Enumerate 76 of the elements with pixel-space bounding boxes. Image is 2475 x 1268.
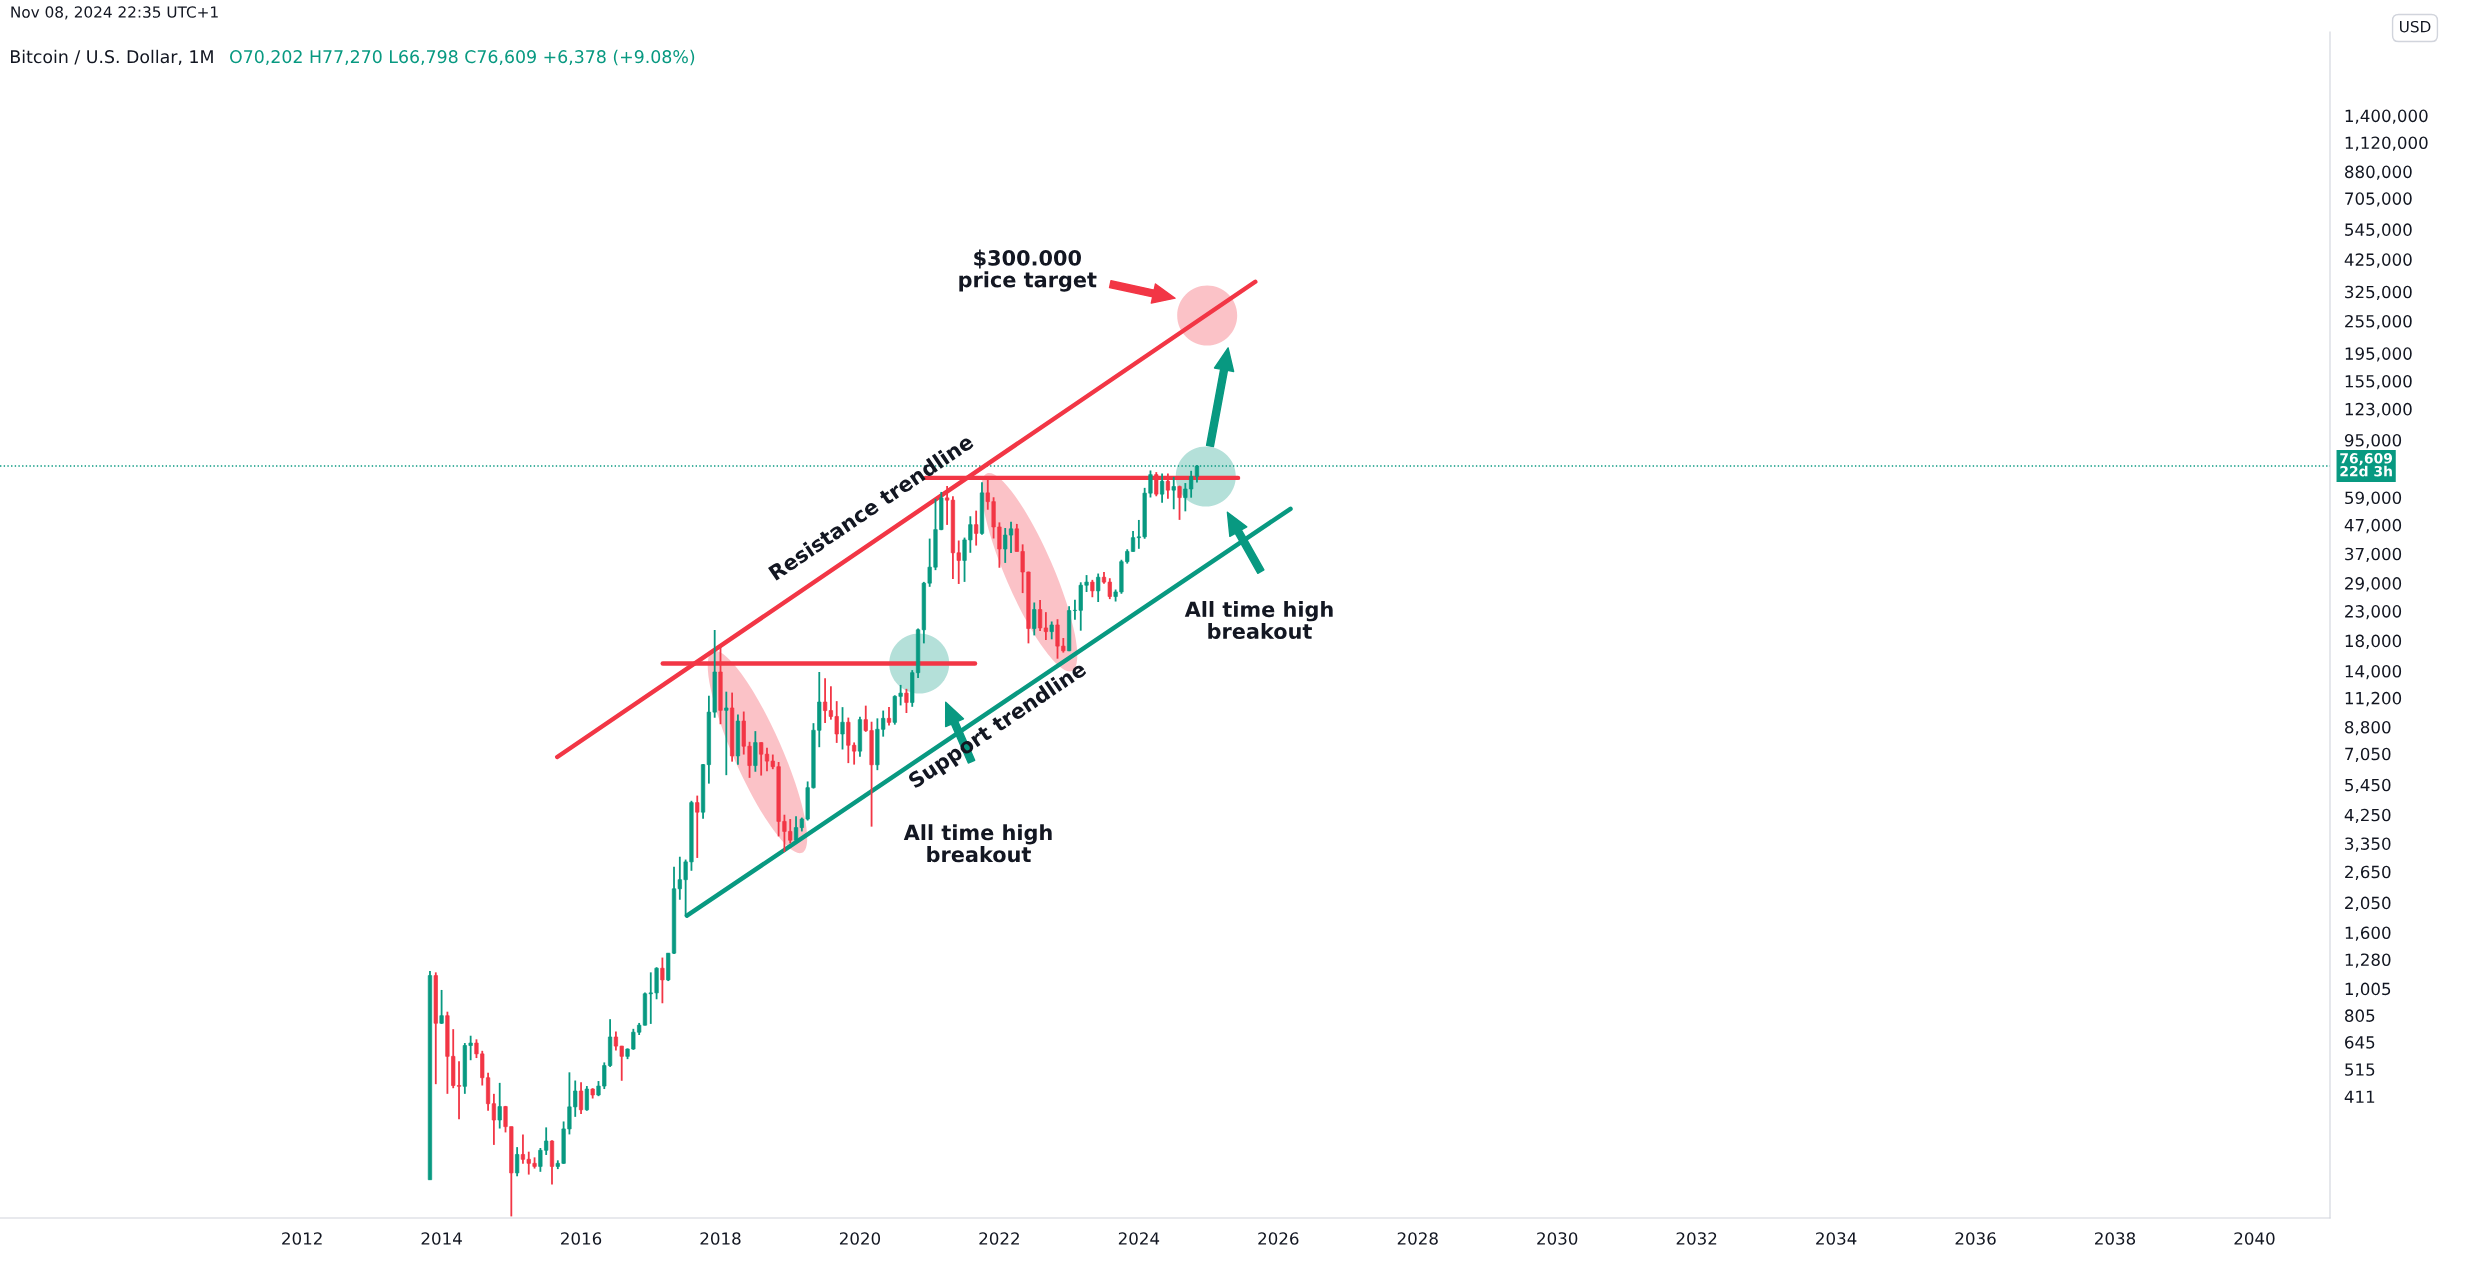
y-tick-label: 3,350 [2345, 837, 2391, 852]
y-tick-label: 14,000 [2345, 664, 2402, 680]
y-tick-label: 155,000 [2345, 374, 2412, 390]
y-tick-label: 255,000 [2345, 314, 2412, 330]
x-tick-label: 2016 [561, 1232, 602, 1245]
y-tick-label: 1,005 [2345, 982, 2391, 997]
candlestick [439, 989, 444, 1025]
candlestick [660, 956, 665, 1005]
y-tick-label: 5,450 [2345, 778, 2391, 793]
y-tick-label: 7,050 [2345, 747, 2391, 762]
y-tick-label: 8,800 [2345, 720, 2391, 736]
y-tick-label: 425,000 [2344, 253, 2412, 268]
candlestick [1177, 484, 1182, 521]
x-tick-label: 2024 [1118, 1232, 1160, 1245]
candlestick [753, 730, 758, 773]
y-tick-label: 18,000 [2345, 634, 2402, 649]
y-tick-label: 2,050 [2345, 896, 2391, 911]
y-tick-label: 645 [2345, 1036, 2375, 1049]
x-tick-label: 2036 [1955, 1232, 1996, 1245]
y-tick-label: 123,000 [2345, 402, 2412, 418]
x-tick-label: 2034 [1816, 1232, 1857, 1245]
y-tick-label: 805 [2345, 1009, 2375, 1022]
y-tick-label: 59,000 [2345, 491, 2402, 506]
candlestick [974, 509, 979, 547]
x-tick-label: 2022 [979, 1232, 1019, 1245]
x-tick-label: 2014 [421, 1232, 462, 1245]
annotation: All time high breakout [903, 824, 1052, 863]
text: O70,202 H77,270 L66,798 C76,609 +6,378 (+9.08%) [230, 49, 695, 66]
x-tick-label: 2038 [2095, 1232, 2136, 1245]
x-tick-label: 2032 [1676, 1232, 1717, 1245]
y-axis-title: USD [2400, 20, 2431, 33]
y-tick-label: 23,000 [2345, 605, 2402, 620]
y-tick-label: 1,120,000 [2345, 136, 2428, 151]
y-tick-label: 29,000 [2345, 577, 2402, 592]
annotation: $300.000 price target [959, 249, 1097, 292]
candlestick [578, 1081, 584, 1116]
y-tick-label: 1,400,000 [2345, 109, 2428, 124]
x-tick-label: 2012 [282, 1232, 322, 1245]
candlestick [1171, 475, 1176, 511]
y-tick-label: 4,250 [2344, 808, 2391, 823]
candlestick [584, 1085, 589, 1112]
candlestick [1160, 472, 1165, 504]
y-tick-label: 411 [2344, 1090, 2375, 1103]
candlestick [822, 677, 828, 724]
y-tick-label: 2,650 [2345, 865, 2391, 880]
y-tick-label: 880,000 [2345, 165, 2412, 180]
text: Bitcoin / U.S. Dollar, 1M [11, 49, 213, 65]
x-tick-label: 2028 [1397, 1232, 1438, 1245]
candlestick [695, 794, 700, 859]
y-tick-label: 195,000 [2345, 347, 2412, 362]
candlestick [1096, 572, 1101, 603]
y-tick-label: 37,000 [2345, 547, 2402, 563]
y-tick-label: 47,000 [2344, 518, 2402, 534]
x-tick-label: 2040 [2234, 1232, 2275, 1245]
x-tick-label: 2030 [1537, 1232, 1578, 1245]
ref-line-label: 76,609 22d 3h [2340, 453, 2393, 477]
y-tick-label: 515 [2345, 1063, 2375, 1076]
y-tick-label: 1,280 [2345, 953, 2391, 968]
candlestick [497, 1081, 502, 1130]
candlestick [724, 690, 729, 777]
y-tick-label: 325,000 [2345, 285, 2412, 300]
x-tick-label: 2018 [700, 1232, 741, 1245]
candlestick [886, 706, 892, 727]
y-tick-label: 545,000 [2345, 223, 2412, 238]
x-tick-label: 2026 [1258, 1232, 1299, 1245]
candlestick [904, 687, 909, 714]
candlestick [840, 706, 845, 751]
y-tick-label: 95,000 [2344, 434, 2402, 449]
y-tick-label: 11,200 [2345, 691, 2402, 707]
candlestick [1032, 601, 1037, 637]
candlestick [515, 1146, 520, 1178]
text: Nov 08, 2024 22:35 UTC+1 [11, 6, 218, 20]
annotation: All time high breakout [1184, 601, 1333, 640]
y-tick-label: 705,000 [2345, 192, 2412, 207]
y-tick-label: 1,600 [2345, 926, 2391, 941]
x-tick-label: 2020 [839, 1232, 881, 1245]
